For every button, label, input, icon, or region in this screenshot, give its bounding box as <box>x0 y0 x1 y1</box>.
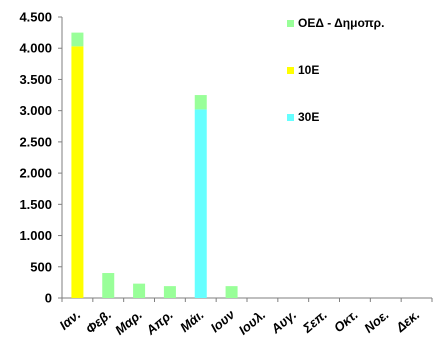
y-axis: 0 500 1.000 1.500 2.000 2.500 3.000 3.500 4.000 4… <box>19 10 63 306</box>
bars <box>71 32 238 298</box>
x-tick-label: Οκτ. <box>331 307 361 335</box>
x-tick-label: Αυγ. <box>267 307 299 337</box>
y-tick-label: 3.500 <box>19 72 52 87</box>
bar-segment <box>194 95 207 110</box>
legend-swatch <box>287 67 294 74</box>
y-tick-label: 1.000 <box>19 228 52 243</box>
y-tick-label: 4.000 <box>19 41 52 56</box>
x-tick-label: Σεπ. <box>299 307 330 336</box>
bar-segment <box>71 46 84 298</box>
legend-swatch <box>287 114 294 121</box>
x-tick-label: Φεβ. <box>83 307 115 337</box>
y-tick-label: 2.500 <box>19 134 52 149</box>
y-tick-label: 0 <box>45 291 52 306</box>
legend-label: 30E <box>298 110 319 124</box>
x-tick-label: Μάι. <box>177 307 207 335</box>
bar-segment <box>102 273 115 298</box>
bar-segment <box>194 109 207 298</box>
x-tick-label: Ιαν. <box>56 307 83 333</box>
bar-segment <box>71 32 84 47</box>
legend-label: ΟΕΔ - Δημοπρ. <box>298 16 384 30</box>
x-tick-label: Ιουλ. <box>236 307 269 338</box>
y-tick-label: 1.500 <box>19 197 52 212</box>
legend-swatch <box>287 20 294 27</box>
x-tick-label: Νοε. <box>361 307 391 336</box>
x-tick-label: Δεκ. <box>392 307 422 336</box>
bar-segment <box>225 286 238 298</box>
y-tick-label: 4.500 <box>19 10 52 25</box>
x-tick-label: Απρ. <box>142 307 175 339</box>
y-tick-label: 500 <box>30 259 52 274</box>
legend-label: 10E <box>298 63 319 77</box>
y-tick-label: 3.000 <box>19 103 52 118</box>
bar-segment <box>133 283 146 298</box>
x-tick-label: Μαρ. <box>112 307 145 338</box>
x-tick-label: Ιουν <box>208 306 239 335</box>
legend: ΟΕΔ - Δημοπρ. 10E 30E <box>287 16 384 124</box>
bar-segment <box>163 286 176 298</box>
y-tick-label: 2.000 <box>19 166 52 181</box>
